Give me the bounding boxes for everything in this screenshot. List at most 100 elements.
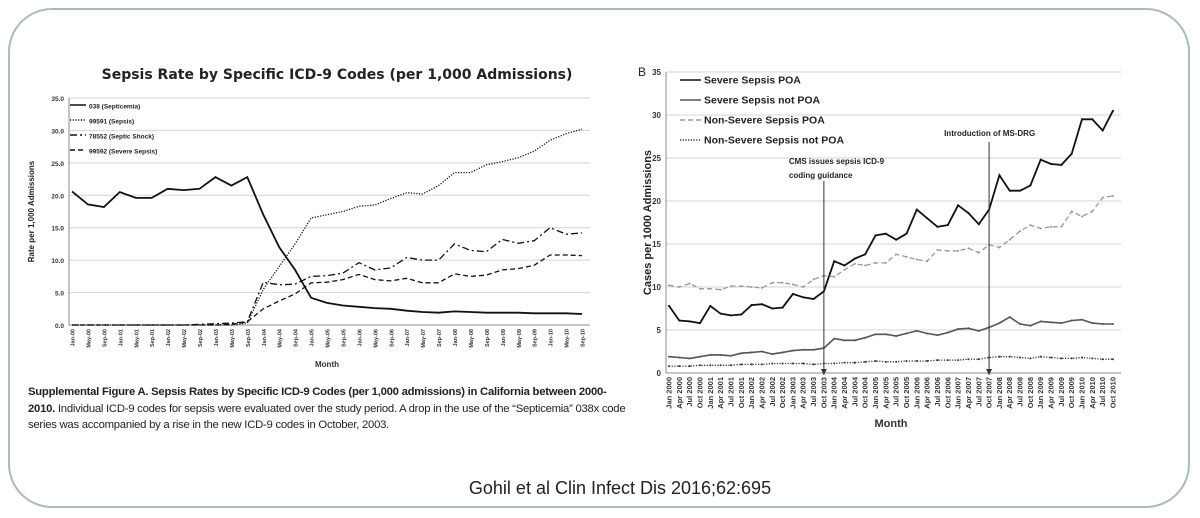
data-point (1019, 356, 1022, 359)
data-point (874, 333, 877, 336)
data-point (936, 225, 939, 228)
legend-label: Severe Sepsis POA (704, 75, 801, 87)
x-tick-label: May-10 (565, 329, 571, 348)
data-point (864, 360, 867, 363)
data-point (946, 331, 949, 334)
figure-a-panel (22, 62, 620, 434)
data-point (678, 356, 681, 359)
data-point (740, 363, 743, 366)
x-tick-label: Oct 2003 (819, 377, 828, 408)
x-tick-label: Apr 2010 (1088, 377, 1097, 409)
x-tick-label: Oct 2008 (1026, 377, 1035, 408)
x-tick-label: Jan-02 (166, 329, 172, 346)
data-point (926, 359, 929, 362)
data-point (1039, 227, 1042, 230)
x-tick-label: Jan 2001 (706, 377, 715, 409)
data-point (833, 260, 836, 263)
data-point (719, 353, 722, 356)
data-point (740, 285, 743, 288)
x-tick-label: May-07 (421, 329, 427, 348)
data-point (698, 355, 701, 358)
x-tick-label: May-08 (469, 329, 475, 348)
data-point (750, 363, 753, 366)
data-point (750, 304, 753, 307)
data-point (802, 286, 805, 288)
data-point (998, 246, 1001, 249)
data-point (1101, 196, 1104, 199)
x-tick-label: Apr 2006 (923, 377, 932, 409)
data-point (1070, 210, 1073, 213)
data-point (884, 360, 887, 363)
annotation-text: CMS issues sepsis ICD-9 (789, 157, 885, 166)
x-tick-label: Oct 2004 (861, 376, 870, 408)
data-point (1091, 118, 1094, 121)
data-point (1101, 322, 1104, 325)
data-point (884, 261, 887, 264)
data-point (812, 348, 815, 351)
y-tick-label: 30.0 (51, 128, 64, 135)
data-point (729, 364, 732, 367)
data-point (977, 223, 980, 226)
data-point (915, 359, 918, 362)
x-tick-label: Jan-08 (453, 329, 459, 346)
data-point (709, 304, 712, 307)
data-point (915, 208, 918, 211)
data-point (729, 285, 732, 288)
data-point (853, 361, 856, 364)
y-tick-label: 0.0 (55, 323, 64, 330)
data-point (833, 275, 836, 278)
legend-label: Non-Severe Sepsis not POA (704, 135, 844, 147)
x-tick-label: Jul 2001 (726, 377, 735, 407)
data-point (678, 319, 681, 322)
x-tick-label: May-09 (517, 329, 523, 348)
data-point (1019, 230, 1022, 233)
data-point (1112, 194, 1114, 197)
data-point (771, 353, 774, 356)
legend-label: Non-Severe Sepsis POA (704, 115, 825, 127)
annotation-text: Introduction of MS-DRG (944, 129, 1035, 138)
legend-label: 99592 (Severe Sepsis) (89, 149, 157, 156)
data-point (760, 303, 763, 306)
data-point (967, 212, 970, 215)
data-point (946, 359, 949, 362)
data-point (1091, 322, 1094, 325)
series-line-1 (668, 316, 1113, 360)
x-tick-label: May-03 (230, 329, 236, 348)
x-tick-label: Jan 2010 (1078, 377, 1087, 409)
data-point (853, 262, 856, 265)
data-point (802, 296, 805, 299)
x-tick-label: Jan 2005 (871, 377, 880, 409)
data-point (926, 217, 929, 220)
data-point (781, 306, 784, 309)
x-tick-label: Apr 2001 (716, 377, 725, 409)
data-point (750, 286, 753, 288)
data-point (678, 286, 681, 288)
data-point (1029, 224, 1032, 227)
data-point (1050, 356, 1053, 359)
data-point (781, 362, 784, 365)
data-point (998, 355, 1001, 358)
data-point (791, 362, 794, 365)
data-point (1029, 324, 1032, 327)
x-tick-label: Jan 2000 (665, 377, 674, 409)
data-point (709, 287, 712, 290)
x-tick-label: Oct 2001 (737, 377, 746, 408)
data-point (957, 204, 960, 207)
data-point (833, 337, 836, 340)
data-point (1112, 109, 1114, 112)
data-point (843, 339, 846, 342)
x-tick-label: Sep-00 (102, 329, 108, 347)
data-point (998, 322, 1001, 325)
data-point (1112, 358, 1114, 361)
x-tick-label: Oct 2007 (985, 377, 994, 408)
data-point (977, 251, 980, 254)
data-point (812, 278, 815, 281)
x-tick-label: Sep-06 (389, 329, 395, 347)
y-tick-label: 5.0 (55, 291, 64, 298)
y-tick-label: 10 (652, 283, 661, 292)
y-axis-label: Cases per 1000 Admissions (642, 150, 654, 295)
data-point (719, 364, 722, 367)
data-point (1060, 225, 1063, 228)
data-point (895, 238, 898, 241)
data-point (709, 353, 712, 356)
